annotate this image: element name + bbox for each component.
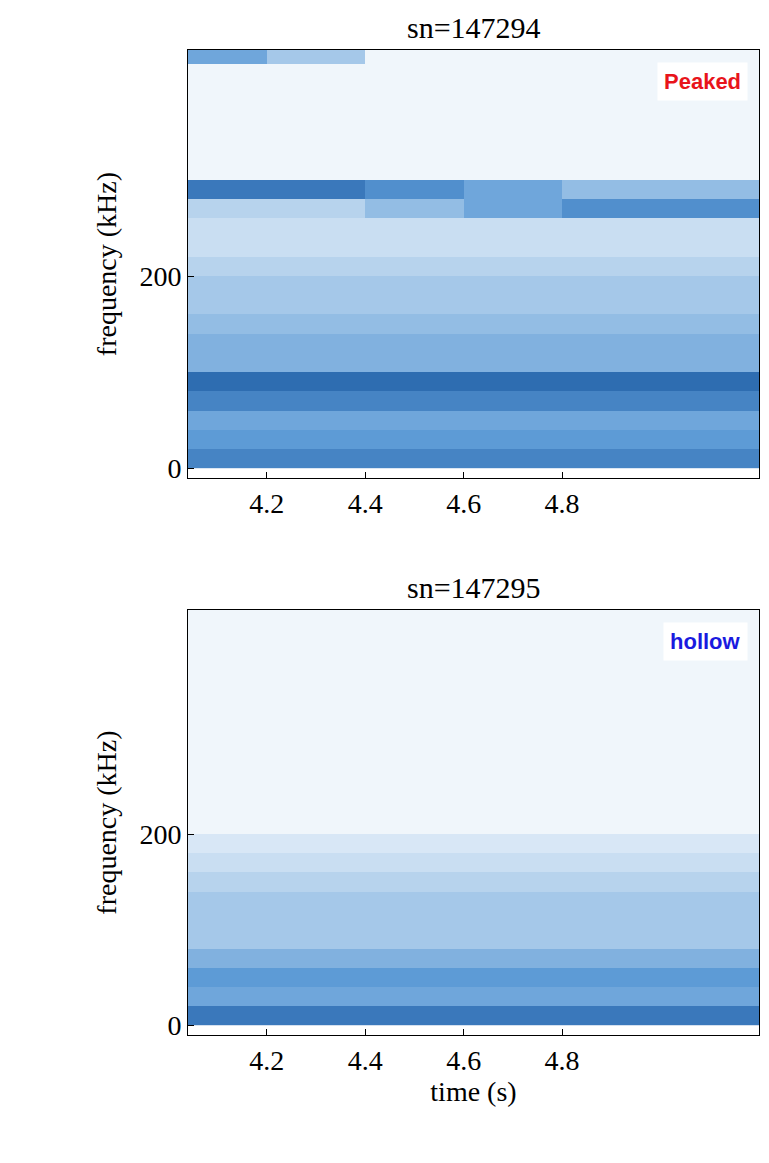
svg-text:Peaked: Peaked: [664, 69, 741, 94]
svg-text:4.6: 4.6: [446, 488, 481, 519]
svg-text:time (s): time (s): [430, 1076, 516, 1107]
svg-text:4.8: 4.8: [545, 488, 580, 519]
svg-text:4.4: 4.4: [348, 488, 383, 519]
svg-text:4.2: 4.2: [249, 488, 284, 519]
svg-text:4.4: 4.4: [348, 1045, 383, 1076]
svg-text:0: 0: [167, 1010, 181, 1041]
svg-text:4.8: 4.8: [545, 1045, 580, 1076]
svg-text:4.2: 4.2: [249, 1045, 284, 1076]
svg-text:hollow: hollow: [670, 629, 741, 654]
svg-text:0: 0: [167, 453, 181, 484]
svg-text:200: 200: [139, 261, 181, 292]
svg-text:sn=147294: sn=147294: [407, 11, 541, 44]
svg-text:frequency (kHz): frequency (kHz): [91, 730, 122, 914]
svg-text:frequency (kHz): frequency (kHz): [91, 172, 122, 356]
svg-text:sn=147295: sn=147295: [407, 571, 541, 604]
svg-text:200: 200: [139, 819, 181, 850]
svg-text:4.6: 4.6: [446, 1045, 481, 1076]
